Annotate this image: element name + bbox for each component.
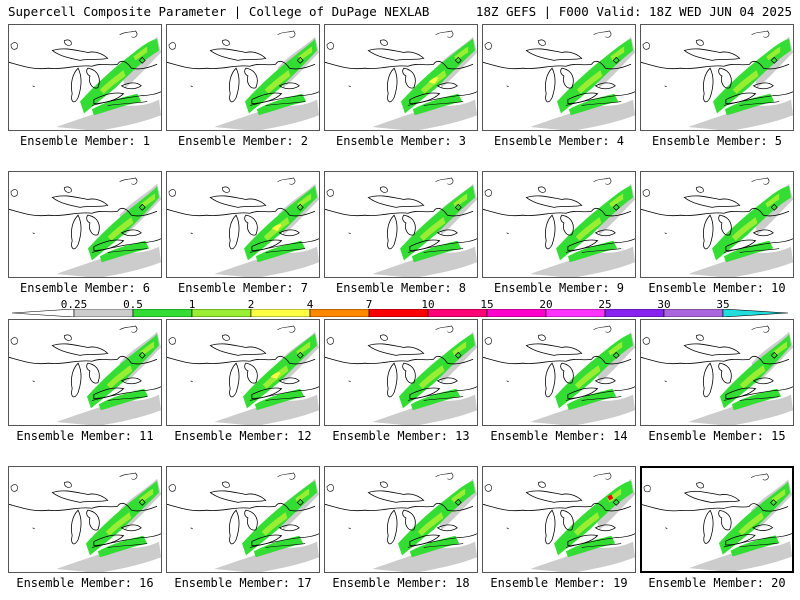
scale-segment	[368, 309, 429, 317]
scale-segment	[663, 309, 724, 317]
map-image	[9, 177, 161, 277]
map-image	[167, 472, 319, 572]
valid-time: 18Z GEFS | F000 Valid: 18Z WED JUN 04 20…	[475, 4, 792, 19]
scale-tick-label: 4	[306, 298, 314, 311]
map-image	[167, 325, 319, 425]
map-image	[483, 472, 635, 572]
ensemble-panel[interactable]	[166, 24, 320, 131]
product-title: Supercell Composite Parameter | College …	[8, 4, 430, 19]
scale-segment	[191, 309, 252, 317]
map-image	[9, 472, 161, 572]
scale-segment	[309, 309, 370, 317]
map-image	[167, 30, 319, 130]
map-image	[325, 472, 477, 572]
map-image	[641, 325, 793, 425]
scale-tick-label: 7	[365, 298, 373, 311]
ensemble-member-label: Ensemble Member: 9	[493, 281, 625, 295]
ensemble-member-label: Ensemble Member: 7	[177, 281, 309, 295]
ensemble-member-label: Ensemble Member: 12	[174, 429, 312, 443]
ensemble-panel[interactable]	[166, 466, 320, 573]
ensemble-panel[interactable]	[166, 319, 320, 426]
ensemble-panel[interactable]	[640, 319, 794, 426]
map-image	[641, 30, 793, 130]
scale-segment	[545, 309, 606, 317]
scale-segment	[73, 309, 134, 317]
color-scale-bar	[12, 309, 788, 317]
ensemble-member-label: Ensemble Member: 17	[174, 576, 312, 590]
scale-tick-label: 0.25	[60, 298, 88, 311]
ensemble-member-label: Ensemble Member: 18	[332, 576, 470, 590]
map-image	[325, 325, 477, 425]
scale-segment	[486, 309, 547, 317]
scale-tick-label: 35	[716, 298, 730, 311]
ensemble-panel[interactable]	[324, 466, 478, 573]
map-image	[325, 177, 477, 277]
map-image	[641, 177, 793, 277]
ensemble-member-label: Ensemble Member: 19	[490, 576, 628, 590]
ensemble-panel[interactable]	[640, 24, 794, 131]
scale-segment	[722, 309, 788, 317]
ensemble-panel[interactable]	[166, 171, 320, 278]
scale-tick-label: 30	[657, 298, 671, 311]
scale-tick-label: 25	[598, 298, 612, 311]
scale-tick-label: 1	[188, 298, 196, 311]
ensemble-panel[interactable]	[8, 466, 162, 573]
map-image	[9, 30, 161, 130]
ensemble-panel[interactable]	[482, 24, 636, 131]
map-image	[9, 325, 161, 425]
ensemble-member-label: Ensemble Member: 16	[16, 576, 154, 590]
scale-tick-label: 0.5	[123, 298, 143, 311]
ensemble-panel[interactable]	[8, 24, 162, 131]
ensemble-member-label: Ensemble Member: 10	[648, 281, 786, 295]
scale-tick-label: 15	[480, 298, 494, 311]
ensemble-member-label: Ensemble Member: 4	[493, 134, 625, 148]
map-image	[483, 30, 635, 130]
ensemble-panel[interactable]	[482, 319, 636, 426]
ensemble-member-label: Ensemble Member: 5	[651, 134, 783, 148]
map-image	[167, 177, 319, 277]
ensemble-panel[interactable]	[640, 466, 794, 573]
ensemble-panel[interactable]	[482, 171, 636, 278]
scale-tick-label: 2	[247, 298, 255, 311]
ensemble-member-label: Ensemble Member: 8	[335, 281, 467, 295]
ensemble-member-label: Ensemble Member: 15	[648, 429, 786, 443]
scale-segment	[427, 309, 488, 317]
ensemble-panel[interactable]	[324, 319, 478, 426]
ensemble-panel[interactable]	[324, 171, 478, 278]
ensemble-panel[interactable]	[8, 171, 162, 278]
ensemble-panel[interactable]	[8, 319, 162, 426]
map-image	[483, 325, 635, 425]
ensemble-member-label: Ensemble Member: 14	[490, 429, 628, 443]
ensemble-panel[interactable]	[640, 171, 794, 278]
ensemble-member-label: Ensemble Member: 1	[19, 134, 151, 148]
ensemble-panel[interactable]	[324, 24, 478, 131]
scale-segment	[604, 309, 665, 317]
map-image	[325, 30, 477, 130]
ensemble-member-label: Ensemble Member: 2	[177, 134, 309, 148]
ensemble-member-label: Ensemble Member: 3	[335, 134, 467, 148]
scale-segment	[250, 309, 311, 317]
ensemble-member-label: Ensemble Member: 13	[332, 429, 470, 443]
map-image	[483, 177, 635, 277]
scale-tick-label: 20	[539, 298, 553, 311]
ensemble-member-label: Ensemble Member: 11	[16, 429, 154, 443]
ensemble-panel[interactable]	[482, 466, 636, 573]
scale-tick-label: 10	[421, 298, 435, 311]
ensemble-member-label: Ensemble Member: 20	[648, 576, 786, 590]
scale-segment	[132, 309, 193, 317]
ensemble-member-label: Ensemble Member: 6	[19, 281, 151, 295]
map-image	[642, 473, 792, 571]
